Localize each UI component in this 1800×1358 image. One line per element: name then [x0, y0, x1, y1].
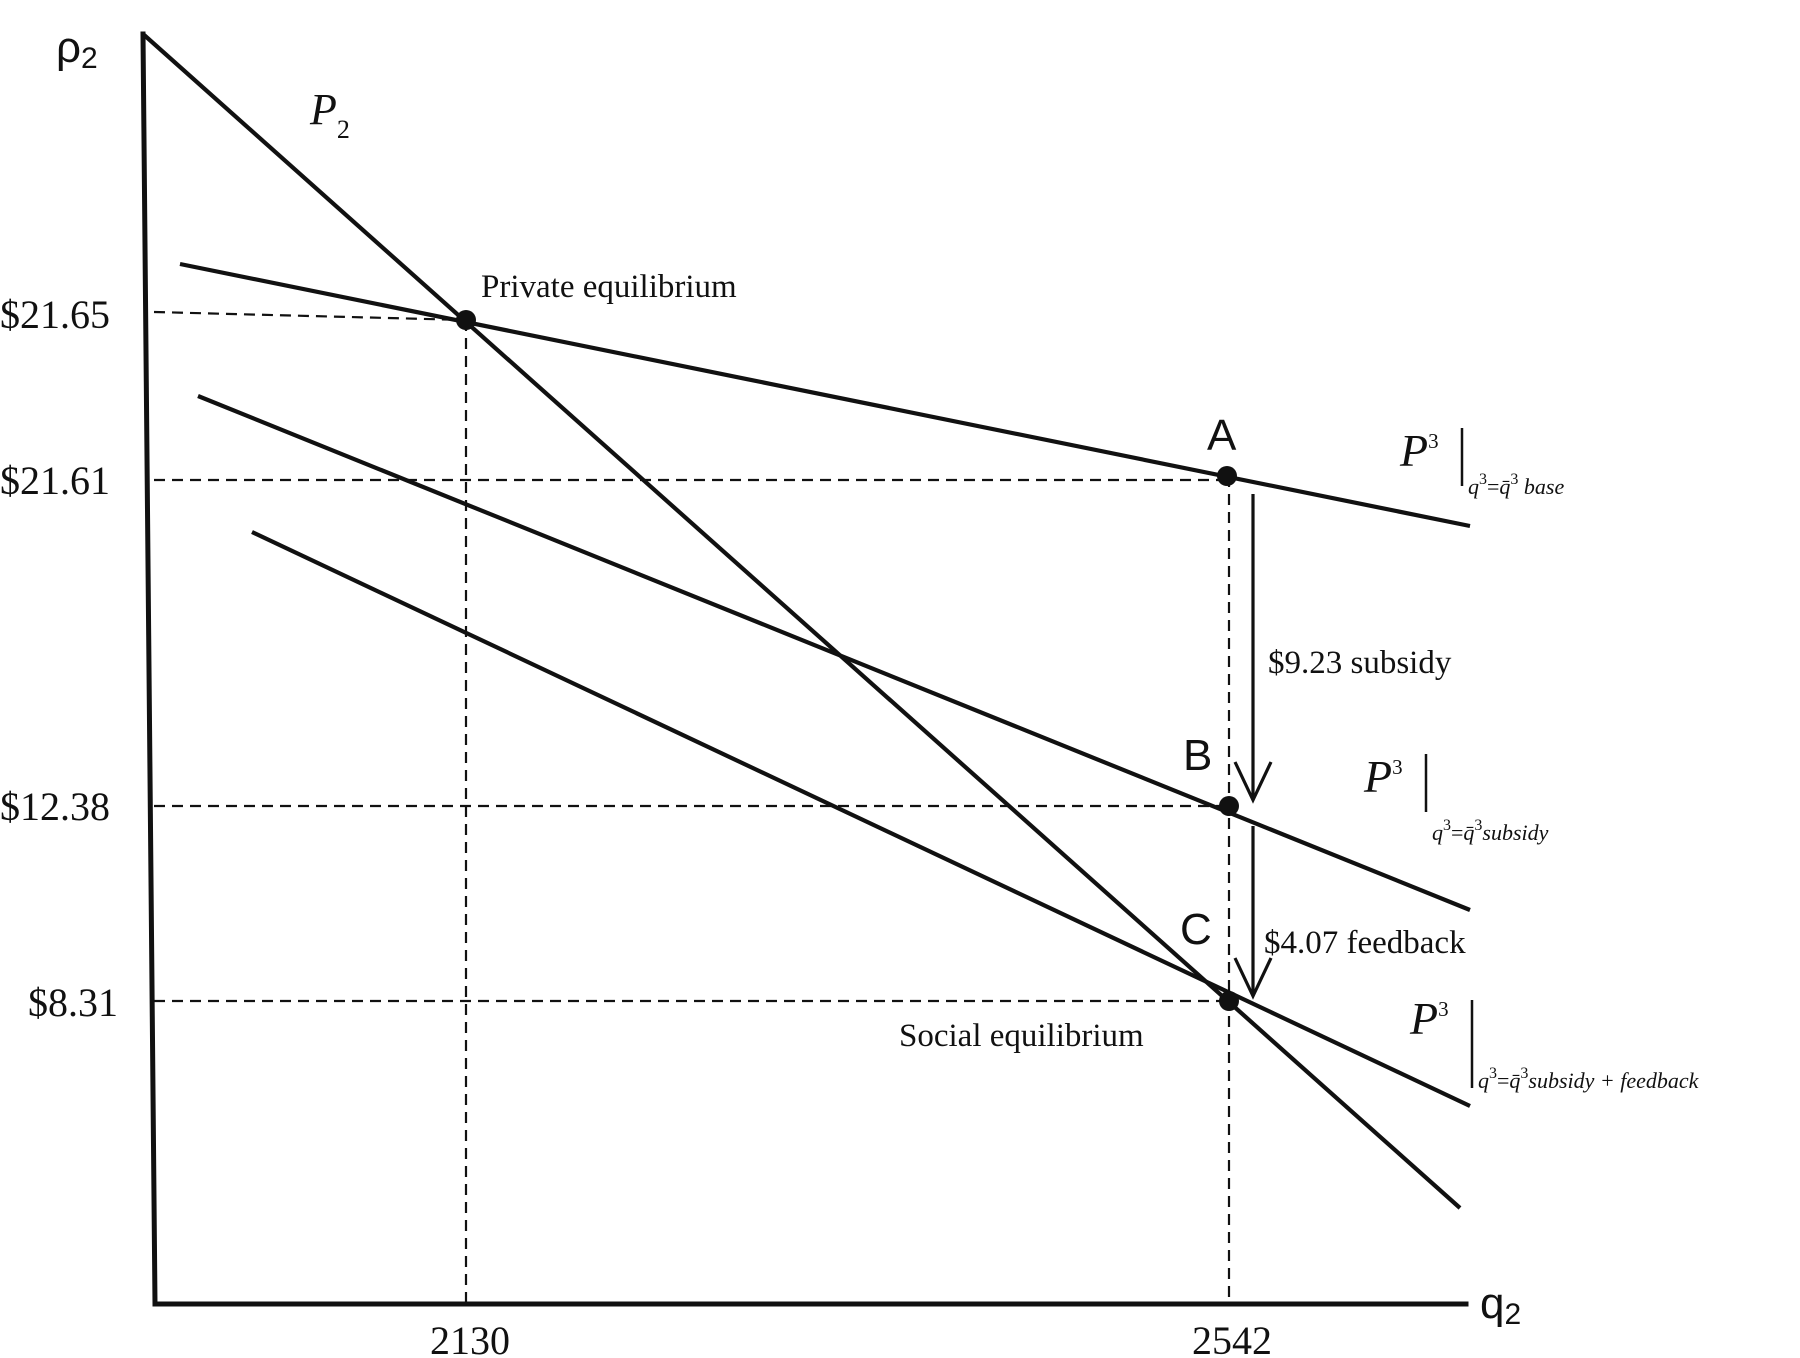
y-tick-12-38: $12.38: [0, 784, 110, 829]
demand-curve-label: P2: [309, 85, 350, 144]
supply-feedback-label: P3 q3=q̄3subsidy + feedback: [1409, 993, 1700, 1093]
y-tick-labels: $21.65 $21.61 $12.38 $8.31: [0, 292, 118, 1025]
y-tick-21-61: $21.61: [0, 458, 110, 503]
supply-curve-subsidy-feedback: [251, 530, 1471, 1108]
y-axis-label: ρ2: [56, 23, 98, 75]
guide-lines: [153, 310, 1231, 1304]
x-tick-2542: 2542: [1192, 1318, 1272, 1358]
x-axis-label: q2: [1480, 1279, 1521, 1331]
private-equilibrium-label: Private equilibrium: [481, 269, 737, 305]
y-tick-8-31: $8.31: [28, 980, 118, 1025]
social-equilibrium-label: Social equilibrium: [899, 1018, 1144, 1054]
subsidy-arrow-head: [1233, 761, 1273, 804]
point-b-label: B: [1183, 731, 1212, 780]
demand-curve-p2: [141, 32, 1462, 1210]
supply-base-condition: q3=q̄3 base: [1468, 471, 1564, 499]
supply-feedback-condition: q3=q̄3subsidy + feedback: [1478, 1065, 1700, 1093]
y-axis: [140, 31, 158, 1307]
x-tick-labels: 2130 2542: [430, 1318, 1272, 1358]
axes: ρ2 q2: [56, 23, 1521, 1331]
feedback-amount-label: $4.07 feedback: [1264, 925, 1466, 961]
supply-subsidy-label: P3 q3=q̄3subsidy: [1363, 751, 1549, 845]
point-a-label: A: [1207, 411, 1237, 460]
x-tick-2130: 2130: [430, 1318, 510, 1358]
y-tick-21-65: $21.65: [0, 292, 110, 337]
point-a: [1217, 466, 1237, 486]
supply-subsidy-letter: P3: [1363, 751, 1403, 802]
supply-feedback-letter: P3: [1409, 993, 1449, 1044]
equilibrium-points: A B C: [456, 310, 1239, 1011]
point-c-label: C: [1180, 905, 1212, 954]
subsidy-amount-label: $9.23 subsidy: [1268, 645, 1452, 681]
point-b: [1219, 796, 1239, 816]
supply-subsidy-condition: q3=q̄3subsidy: [1432, 817, 1549, 845]
supply-base-label: P3 q3=q̄3 base: [1399, 425, 1564, 499]
curves: [141, 32, 1471, 1210]
guide-h-21-65: [153, 310, 467, 322]
point-c-social-equilibrium: [1219, 991, 1239, 1011]
curve-labels: P2 P3 q3=q̄3 base P3 q3=q̄3subsidy P3 q3…: [309, 85, 1700, 1093]
shift-arrows: [1233, 494, 1273, 1000]
annotations: Private equilibrium Social equilibrium $…: [481, 269, 1466, 1054]
supply-curve-subsidy: [197, 394, 1471, 912]
feedback-arrow-head: [1233, 957, 1273, 1000]
supply-base-letter: P3: [1399, 425, 1439, 476]
private-equilibrium-point: [456, 310, 476, 330]
supply-curve-base: [179, 261, 1471, 529]
